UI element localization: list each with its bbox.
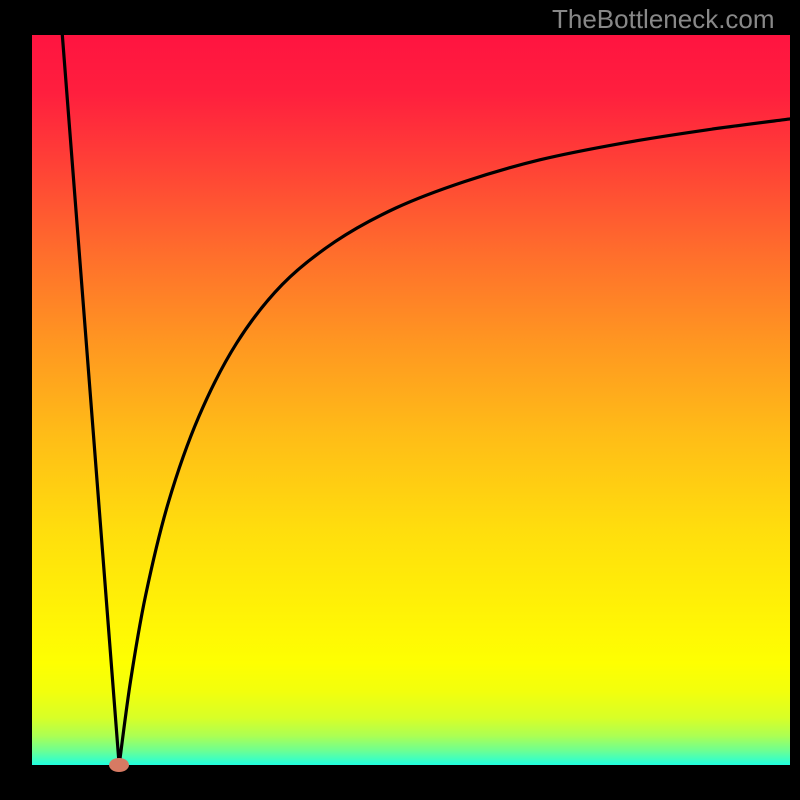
plot-area [32, 35, 790, 765]
bottleneck-curve [32, 35, 790, 765]
watermark-text: TheBottleneck.com [552, 4, 775, 35]
minimum-marker [109, 758, 129, 772]
chart-frame: TheBottleneck.com [0, 0, 800, 800]
